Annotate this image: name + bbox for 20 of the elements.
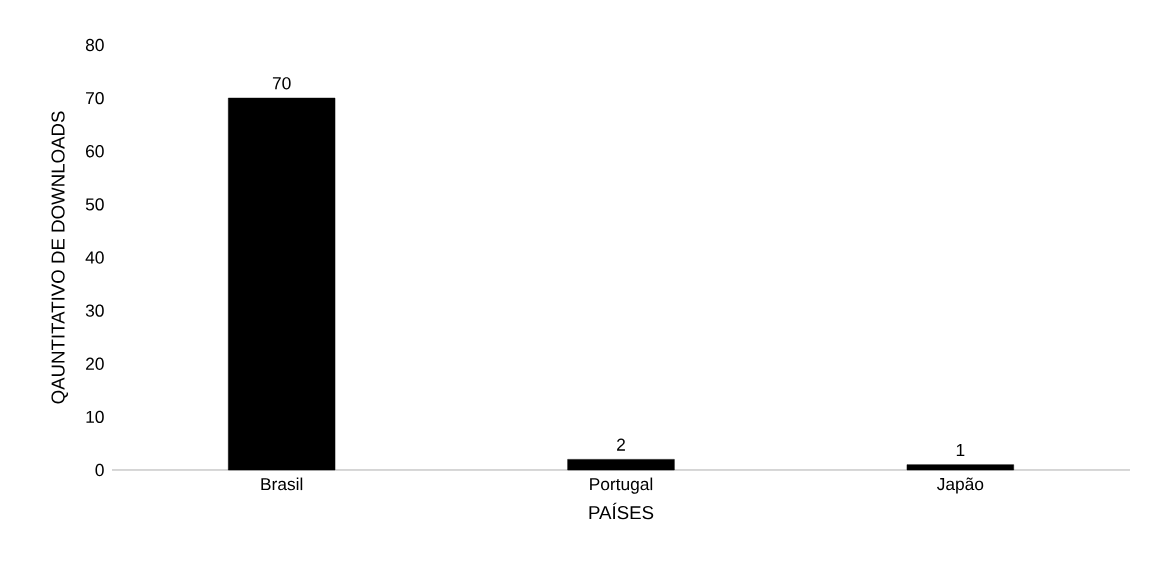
y-tick-label: 0	[95, 463, 104, 477]
y-tick-label: 30	[85, 304, 104, 317]
y-tick-label: 40	[85, 251, 104, 264]
x-tick-label: Japão	[937, 477, 984, 494]
y-tick-label: 70	[86, 91, 104, 105]
x-tick-label: Brasil	[261, 477, 303, 491]
bar	[567, 459, 675, 471]
bar	[906, 464, 1014, 471]
bar	[228, 97, 336, 471]
x-tick-label: Portugal	[590, 477, 653, 494]
y-tick-label: 10	[86, 410, 104, 424]
y-tick-label: 50	[85, 198, 104, 211]
y-tick-label: 80	[85, 38, 104, 52]
y-tick-label: 60	[86, 145, 104, 158]
y-tick-label: 20	[86, 357, 104, 370]
x-axis-title: PAÍSES	[589, 502, 654, 520]
data-label: 2	[617, 438, 625, 451]
data-label: 1	[956, 444, 965, 456]
data-label: 70	[272, 77, 291, 90]
y-axis-title: QAUNTITATIVO DE DOWNLOADS	[51, 111, 69, 404]
